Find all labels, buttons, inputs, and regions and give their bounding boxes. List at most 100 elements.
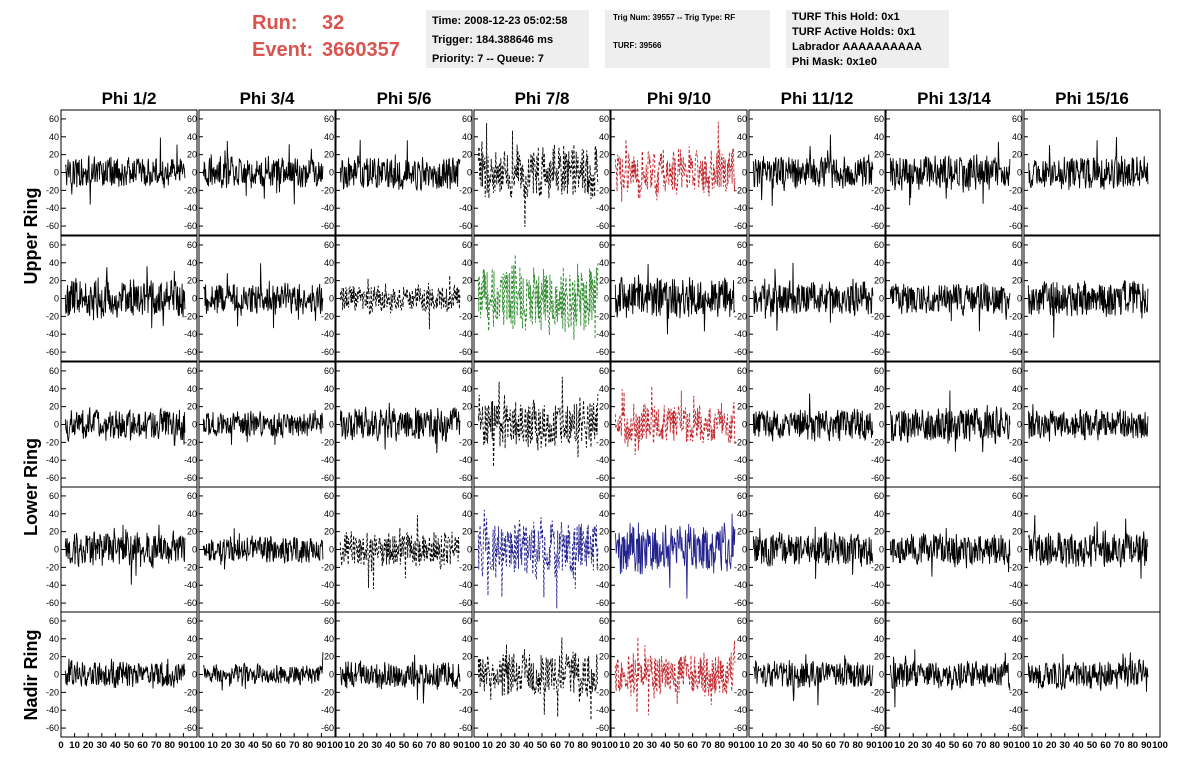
y-tick-label: 60 (187, 491, 197, 501)
x-tick-label: 50 (262, 740, 273, 751)
ring-label: Nadir Ring (21, 629, 41, 720)
y-tick-label: -60 (184, 347, 197, 357)
y-tick-label: 0 (54, 420, 59, 430)
y-tick-label: 60 (874, 616, 884, 626)
y-tick-label: 20 (874, 150, 884, 160)
y-tick-label: 20 (737, 402, 747, 412)
waveform-panel: -60 -40 -20 0 20 40 60 (734, 486, 886, 613)
waveform-trace (339, 654, 461, 704)
y-tick-label: -60 (1009, 473, 1022, 483)
y-tick-label: -60 (871, 723, 884, 733)
x-tick-label: 80 (990, 740, 1001, 751)
waveform-trace (1027, 136, 1149, 190)
x-tick-label: 40 (660, 740, 671, 751)
x-tick-label: 80 (165, 740, 176, 751)
x-tick-label: 10 (482, 740, 493, 751)
phi-mask-text: Phi Mask: 0x1e0 (792, 56, 877, 68)
y-tick-label: 40 (324, 384, 334, 394)
y-tick-label: -60 (1009, 221, 1022, 231)
y-tick-label: 0 (192, 294, 197, 304)
y-tick-label: 60 (1012, 114, 1022, 124)
y-tick-label: -60 (871, 221, 884, 231)
y-tick-label: -60 (1009, 347, 1022, 357)
y-tick-label: 0 (879, 545, 884, 555)
waveform-trace (477, 376, 599, 467)
y-tick-label: -60 (459, 723, 472, 733)
y-tick-label: 20 (1012, 527, 1022, 537)
y-tick-label: 40 (599, 258, 609, 268)
y-tick-label: 20 (737, 527, 747, 537)
waveform-panel: -60 -40 -20 0 20 40 60 (871, 361, 1023, 488)
y-tick-label: 40 (737, 634, 747, 644)
x-tick-label: 10 (207, 740, 218, 751)
trigger-info-box: Trig Num: 39557 -- Trig Type: RF TURF: 3… (605, 10, 770, 68)
x-tick-label: 40 (385, 740, 396, 751)
y-tick-label: 0 (604, 168, 609, 178)
waveform-trace (752, 393, 874, 442)
y-tick-label: 20 (462, 150, 472, 160)
y-tick-label: -60 (459, 221, 472, 231)
x-tick-label: 100 (602, 740, 618, 751)
y-tick-label: -40 (734, 455, 747, 465)
y-tick-label: 20 (599, 652, 609, 662)
waveform-panel: -60 -40 -20 0 20 40 60 (459, 109, 611, 236)
y-tick-label: -60 (596, 723, 609, 733)
y-tick-label: -20 (1009, 687, 1022, 697)
y-tick-label: -20 (459, 562, 472, 572)
waveform-trace (752, 134, 874, 206)
x-tick-label: 80 (853, 740, 864, 751)
x-tick-label: 20 (771, 740, 782, 751)
y-tick-label: 40 (324, 258, 334, 268)
y-tick-label: -60 (871, 473, 884, 483)
y-tick-label: 60 (462, 491, 472, 501)
waveform-trace (1027, 652, 1149, 692)
x-tick-label: 30 (235, 740, 246, 751)
y-tick-label: -40 (596, 705, 609, 715)
waveform-trace (889, 649, 1011, 708)
x-tick-label: 50 (537, 740, 548, 751)
y-tick-label: -20 (734, 687, 747, 697)
y-tick-label: -40 (596, 580, 609, 590)
y-tick-label: 40 (187, 132, 197, 142)
x-tick-label: 60 (825, 740, 836, 751)
y-tick-label: -20 (734, 185, 747, 195)
y-tick-label: -20 (459, 185, 472, 195)
y-tick-label: -40 (46, 203, 59, 213)
waveform-trace (614, 263, 736, 335)
waveform-trace (1027, 404, 1149, 442)
waveform-trace (203, 263, 324, 329)
waveform-panel: -60 -40 -20 0 20 40 60 (321, 361, 473, 488)
y-tick-label: -60 (46, 221, 59, 231)
y-tick-label: -40 (1009, 329, 1022, 339)
waveform-panel: -60 -40 -20 0 20 40 60 (46, 361, 198, 488)
x-tick-label: 70 (976, 740, 987, 751)
y-tick-label: 20 (737, 276, 747, 286)
waveform-panel: -60 -40 -20 0 20 40 60 (321, 109, 473, 236)
waveform-panel: -60 -40 -20 0 20 40 60 (734, 361, 886, 488)
y-tick-label: 40 (462, 634, 472, 644)
x-tick-label: 70 (701, 740, 712, 751)
column-header: Phi 13/14 (917, 89, 991, 108)
x-tick-label: 90 (866, 740, 877, 751)
y-tick-label: -40 (321, 455, 334, 465)
y-tick-label: 0 (1017, 420, 1022, 430)
y-tick-label: 60 (1012, 366, 1022, 376)
waveform-trace (339, 515, 461, 590)
y-tick-label: 40 (324, 634, 334, 644)
waveform-trace (752, 526, 874, 579)
y-tick-label: -40 (184, 203, 197, 213)
waveform-trace (614, 121, 736, 202)
y-tick-label: -40 (46, 580, 59, 590)
turf-active-holds-text: TURF Active Holds: 0x1 (792, 26, 916, 38)
y-tick-label: -40 (596, 203, 609, 213)
waveform-panel: -60 -40 -20 0 20 40 60 (46, 109, 198, 236)
y-tick-label: -40 (459, 203, 472, 213)
y-tick-label: 0 (742, 168, 747, 178)
waveform-panel: -60 -40 -20 0 20 40 60 (596, 486, 748, 613)
y-tick-label: -20 (459, 311, 472, 321)
y-tick-label: 60 (737, 114, 747, 124)
y-tick-label: -60 (321, 473, 334, 483)
y-tick-label: 60 (324, 240, 334, 250)
y-tick-label: -40 (184, 329, 197, 339)
y-tick-label: 40 (462, 132, 472, 142)
